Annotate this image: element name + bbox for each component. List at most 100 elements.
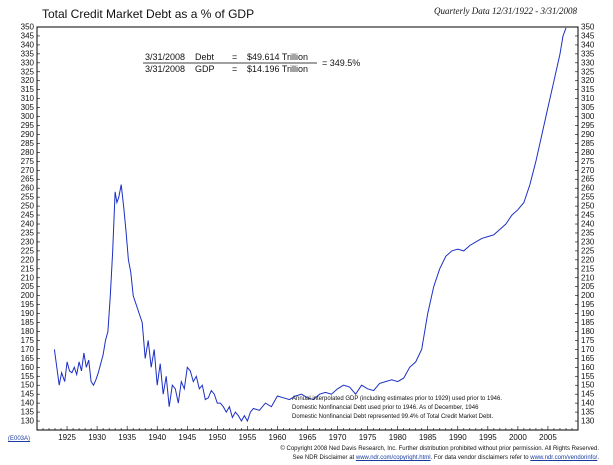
y-tick-label-right: 315 <box>581 85 595 94</box>
y-tick-label-right: 275 <box>581 157 595 166</box>
y-tick-label-right: 145 <box>581 390 595 399</box>
y-tick-label-left: 160 <box>21 363 35 372</box>
chart-code-link[interactable]: (E003A) <box>8 436 31 442</box>
x-tick-label: 1985 <box>419 433 437 442</box>
x-tick-label: 1930 <box>88 433 106 442</box>
y-tick-label-left: 130 <box>21 417 35 426</box>
y-tick-label-right: 180 <box>581 327 595 336</box>
y-tick-label-left: 250 <box>21 202 35 211</box>
y-tick-label-right: 280 <box>581 148 595 157</box>
gdp-equals: = <box>232 64 237 74</box>
y-tick-label-right: 325 <box>581 67 595 76</box>
y-tick-label-left: 260 <box>21 184 35 193</box>
y-tick-label-left: 185 <box>21 318 35 327</box>
y-tick-label-right: 255 <box>581 193 595 202</box>
y-axis-left: 1301351401451501551601651701751801851901… <box>21 23 40 426</box>
debt-value: $49.614 Trillion <box>247 52 308 62</box>
y-tick-label-right: 250 <box>581 202 595 211</box>
copyright-link[interactable]: www.ndr.com/copyright.html <box>355 455 431 461</box>
x-tick-label: 1925 <box>58 433 76 442</box>
y-tick-label-right: 345 <box>581 31 595 40</box>
y-tick-label-right: 300 <box>581 112 595 121</box>
y-tick-label-right: 270 <box>581 166 595 175</box>
y-tick-label-right: 205 <box>581 282 595 291</box>
y-tick-label-left: 140 <box>21 399 35 408</box>
y-tick-label-right: 230 <box>581 237 595 246</box>
y-tick-label-right: 330 <box>581 58 595 67</box>
y-tick-label-left: 245 <box>21 211 35 220</box>
y-tick-label-left: 335 <box>21 49 35 58</box>
y-tick-label-left: 265 <box>21 175 35 184</box>
note-line-2: Domestic Nonfinancial Debt used prior to… <box>292 405 479 411</box>
x-tick-label: 1990 <box>449 433 467 442</box>
x-tick-label: 1965 <box>299 433 317 442</box>
gdp-value: $14.196 Trillion <box>247 64 308 74</box>
chart-title: Total Credit Market Debt as a % of GDP <box>42 7 255 21</box>
y-tick-label-left: 180 <box>21 327 35 336</box>
y-tick-label-right: 150 <box>581 381 595 390</box>
ratio-callout: 3/31/2008 Debt = $49.614 Trillion 3/31/2… <box>143 52 360 74</box>
y-tick-label-left: 205 <box>21 282 35 291</box>
ratio-result: = 349.5% <box>322 58 360 68</box>
vendor-info-link[interactable]: www.ndr.com/vendorinfo/ <box>530 455 598 461</box>
y-tick-label-right: 195 <box>581 300 595 309</box>
series-line <box>53 27 567 423</box>
y-tick-label-right: 285 <box>581 139 595 148</box>
y-tick-label-left: 235 <box>21 228 35 237</box>
y-tick-label-left: 230 <box>21 237 35 246</box>
y-tick-label-left: 315 <box>21 85 35 94</box>
disclaimer-middle: . For data vendor disclaimers refer to <box>430 455 531 461</box>
y-tick-label-right: 215 <box>581 264 595 273</box>
method-notes: Annual interpolated GDP (including estim… <box>292 396 502 420</box>
y-tick-label-right: 130 <box>581 417 595 426</box>
quarterly-data-label: Quarterly Data 12/31/1922 - 3/31/2008 <box>434 6 577 16</box>
y-tick-label-left: 340 <box>21 40 35 49</box>
y-tick-label-right: 135 <box>581 408 595 417</box>
x-tick-label: 1995 <box>479 433 497 442</box>
y-tick-label-right: 220 <box>581 255 595 264</box>
y-tick-label-left: 280 <box>21 148 35 157</box>
y-tick-label-right: 190 <box>581 309 595 318</box>
x-tick-label: 1940 <box>148 433 166 442</box>
y-tick-label-left: 310 <box>21 94 35 103</box>
y-axis-right: 1301351401451501551601651701751801851901… <box>575 23 595 426</box>
y-tick-label-left: 295 <box>21 121 35 130</box>
y-tick-label-right: 160 <box>581 363 595 372</box>
x-axis: 1925 1930 1935 1940 1945 1950 1955 1960 1965 1970… <box>42 426 573 442</box>
y-tick-label-right: 245 <box>581 211 595 220</box>
copyright-line: © Copyright 2008 Ned Davis Research, Inc… <box>280 446 599 452</box>
y-tick-label-left: 165 <box>21 354 35 363</box>
y-tick-label-left: 155 <box>21 372 35 381</box>
y-tick-label-right: 260 <box>581 184 595 193</box>
y-tick-label-left: 220 <box>21 255 35 264</box>
note-line-1: Annual interpolated GDP (including estim… <box>292 396 502 402</box>
note-line-3: Domestic Nonfinancial Debt represented 9… <box>292 414 493 420</box>
debt-date: 3/31/2008 <box>145 52 185 62</box>
y-tick-label-left: 190 <box>21 309 35 318</box>
y-tick-label-left: 275 <box>21 157 35 166</box>
y-tick-label-left: 330 <box>21 58 35 67</box>
y-tick-label-left: 305 <box>21 103 35 112</box>
y-tick-label-left: 195 <box>21 300 35 309</box>
y-tick-label-left: 300 <box>21 112 35 121</box>
x-tick-label: 1950 <box>208 433 226 442</box>
x-tick-label: 1975 <box>359 433 377 442</box>
y-tick-label-left: 325 <box>21 67 35 76</box>
y-tick-label-right: 225 <box>581 246 595 255</box>
gdp-date: 3/31/2008 <box>145 64 185 74</box>
y-tick-label-right: 175 <box>581 336 595 345</box>
y-tick-label-right: 240 <box>581 220 595 229</box>
y-tick-label-right: 295 <box>581 121 595 130</box>
y-tick-label-right: 310 <box>581 94 595 103</box>
y-tick-label-left: 135 <box>21 408 35 417</box>
disclaimer-prefix: See NDR Disclaimer at <box>292 455 356 461</box>
x-tick-label: 1945 <box>178 433 196 442</box>
x-tick-label: 1955 <box>238 433 256 442</box>
y-tick-label-right: 350 <box>581 23 595 32</box>
y-tick-label-right: 185 <box>581 318 595 327</box>
y-tick-label-left: 210 <box>21 273 35 282</box>
y-tick-label-right: 170 <box>581 345 595 354</box>
x-tick-label: 1960 <box>269 433 287 442</box>
y-tick-label-right: 235 <box>581 228 595 237</box>
debt-equals: = <box>232 52 237 62</box>
